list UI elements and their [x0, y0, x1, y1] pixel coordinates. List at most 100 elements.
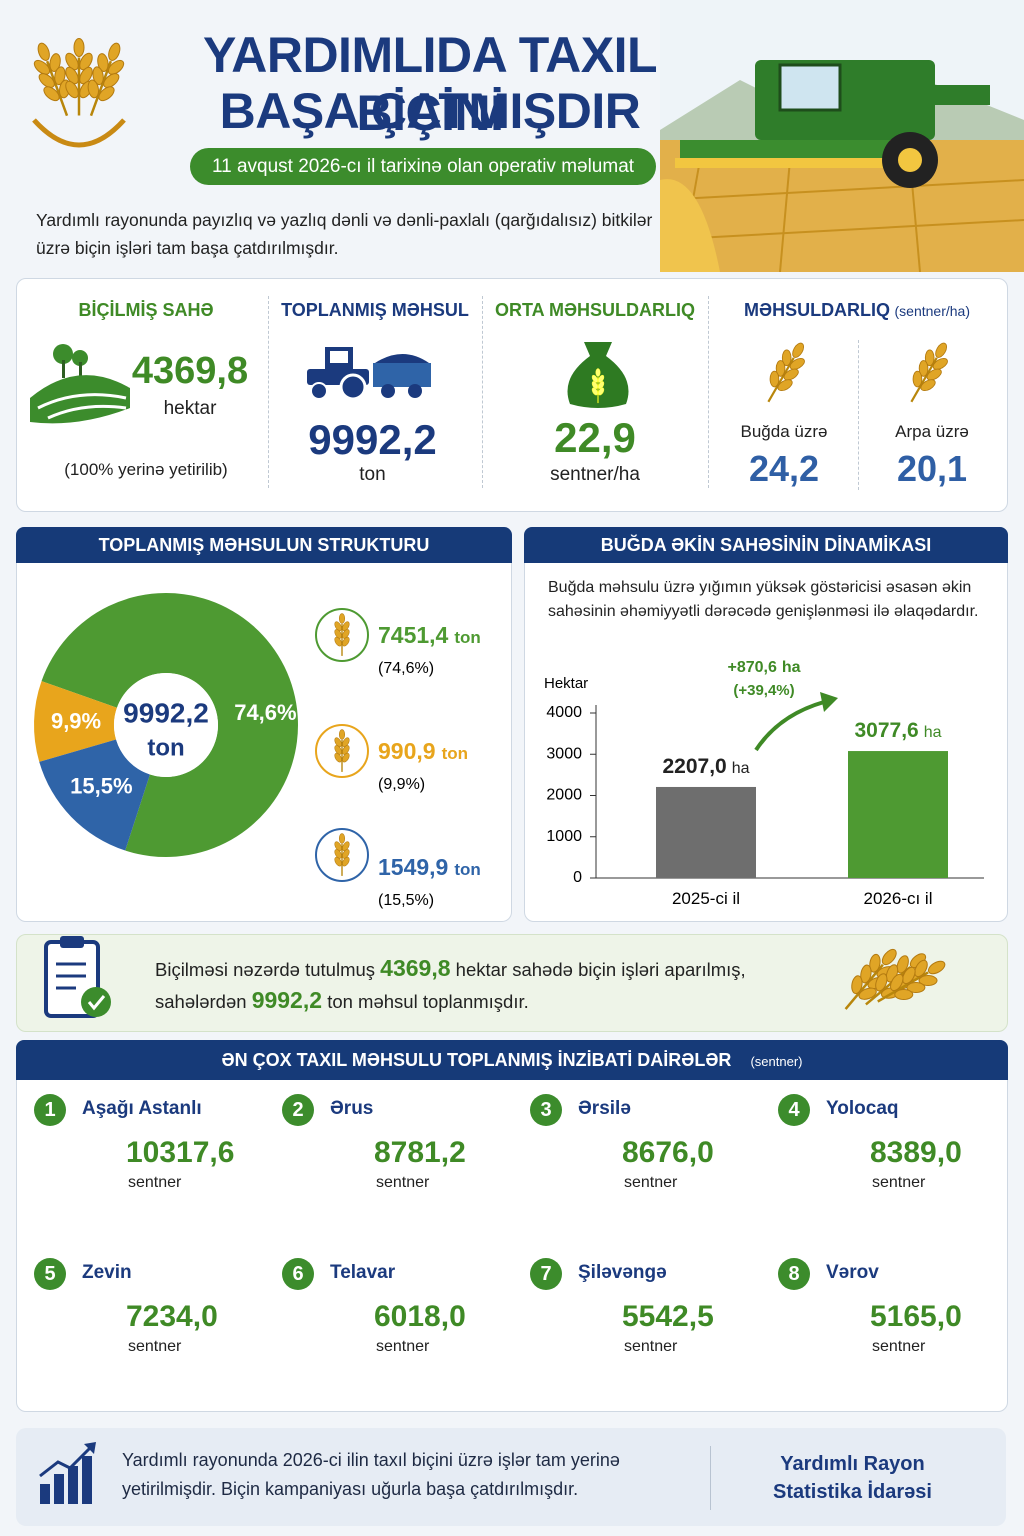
bar [848, 751, 948, 878]
district-card: 4 Yolocaq 8389,0 sentner [760, 1092, 1002, 1242]
district-name: Ərus [330, 1098, 374, 1119]
footer-text: Yardımlı rayonunda 2026-ci ilin taxıl bi… [122, 1450, 620, 1499]
summary-part: hektar sahədə biçin işləri aparılmış, [455, 959, 746, 980]
y-tick-label: 2000 [546, 787, 582, 804]
district-rank: 6 [282, 1258, 314, 1290]
donut-segment [34, 681, 117, 762]
legend-amount-value: 990,9 [378, 738, 436, 764]
district-value: 7234,0 [126, 1300, 218, 1333]
date-badge: 11 avqust 2026-cı il tarixinə olan opera… [190, 148, 656, 185]
segment-label: 74,6% [234, 700, 296, 725]
summary-part: ton məhsul toplanmışdır. [327, 991, 529, 1012]
district-rank: 8 [778, 1258, 810, 1290]
field-icon [30, 344, 130, 424]
decoration [82, 1456, 92, 1504]
crop-label: Buğda üzrə [740, 422, 828, 441]
legend-amount: 990,9 ton [378, 738, 468, 764]
decoration [47, 404, 127, 420]
decoration [40, 1484, 50, 1504]
district-name: Telavar [330, 1262, 396, 1283]
donut-segment [39, 739, 150, 851]
clipboard-icon [44, 936, 111, 1018]
y-tick-label: 0 [573, 869, 582, 886]
divider [710, 1446, 711, 1510]
district-value: 5542,5 [622, 1300, 714, 1333]
decoration [408, 384, 422, 398]
stat-title: MƏHSULDARLIQ [744, 300, 891, 320]
divider [268, 296, 269, 488]
legend-amount: 7451,4 ton [378, 622, 481, 648]
district-unit: sentner [624, 1338, 678, 1355]
donut-chart: 74,6% 9,9% 15,5% 9992,2 ton Buğda7451,4 ton (74… [34, 593, 481, 909]
stat-title: TOPLANMIŞ MƏHSUL [281, 300, 469, 320]
decoration [60, 936, 84, 948]
change-percent: (+39,4%) [733, 682, 794, 699]
stat-unit: ton [359, 464, 386, 485]
legend-share: (15,5%) [378, 892, 434, 909]
decoration [898, 148, 922, 172]
growth-icon [39, 1442, 96, 1504]
bar-value-unit: ha [732, 760, 750, 777]
crop-value: 20,1 [896, 448, 968, 489]
decoration [39, 1444, 94, 1478]
change-unit: ha [782, 659, 801, 676]
donut-hole [114, 673, 218, 777]
district-name: Aşağı Astanlı [82, 1098, 202, 1119]
district-rank: 7 [530, 1258, 562, 1290]
decoration [61, 37, 97, 117]
decoration [375, 354, 429, 363]
decoration [675, 158, 895, 168]
decoration [779, 159, 791, 272]
decoration [54, 1474, 64, 1504]
decoration [40, 1456, 92, 1504]
divider [482, 296, 483, 488]
org-name: Statistika İdarəsi [773, 1481, 932, 1503]
wheat-icon [760, 338, 810, 408]
title-line: YARDIMLIDA TAXIL BİÇİNİ [202, 27, 658, 141]
bar-value: 3077,6 [854, 719, 918, 742]
decoration [87, 995, 106, 1011]
district-name: Ərsilə [578, 1098, 631, 1119]
y-axis-label: Hektar [544, 675, 588, 692]
legend-amount-value: 7451,4 [378, 622, 449, 648]
stat-note: (100% yerinə yetirilib) [64, 460, 228, 479]
district-unit: sentner [872, 1338, 926, 1355]
crop-label: Arpa üzrə [895, 422, 969, 441]
tractor-icon [307, 347, 431, 401]
legend-amount-unit: ton [454, 628, 480, 647]
summary-number: 9992,2 [251, 987, 323, 1013]
district-card: 1 Aşağı Astanlı 10317,6 sentner [16, 1092, 258, 1242]
decoration [30, 375, 130, 424]
stat-value: 22,9 [554, 414, 636, 461]
stat-title: ORTA MƏHSULDARLIQ [494, 300, 696, 320]
x-tick-label: 2025-ci il [672, 889, 740, 908]
decoration [68, 1466, 78, 1504]
district-name: Zevin [82, 1262, 132, 1283]
summary-part: Biçilməsi nəzərdə tutulmuş [155, 959, 376, 980]
stat-unit: sentner/ha [550, 464, 640, 485]
change-label: +870,6 ha [727, 659, 800, 676]
legend-amount: 1549,9 ton [378, 854, 481, 880]
districts-panel [16, 1040, 1008, 1412]
change-arrow [754, 700, 825, 752]
district-rank: 3 [530, 1094, 562, 1126]
summary-text: Biçilməsi nəzərdə tutulmuş 4369,8 hektar… [155, 953, 835, 1017]
decoration [584, 342, 612, 356]
decoration [81, 987, 111, 1017]
district-name: Yolocaq [826, 1098, 899, 1119]
y-tick-label: 3000 [546, 745, 582, 762]
center-unit: ton [147, 734, 184, 761]
decoration [660, 219, 1024, 241]
district-value: 5165,0 [870, 1300, 962, 1333]
decoration [56, 962, 86, 990]
district-unit: sentner [872, 1174, 926, 1191]
chart-description: Buğda məhsulu üzrə yığımın yüksək göstər… [548, 579, 979, 620]
crop-value: 24,2 [748, 448, 820, 489]
stat-value: 4369,8 [131, 350, 249, 392]
center-value: 9992,2 [123, 697, 209, 728]
legend-share: (9,9%) [378, 776, 425, 793]
stat-title: BİÇİLMİŞ SAHƏ [78, 300, 214, 320]
district-value: 8389,0 [870, 1136, 962, 1169]
